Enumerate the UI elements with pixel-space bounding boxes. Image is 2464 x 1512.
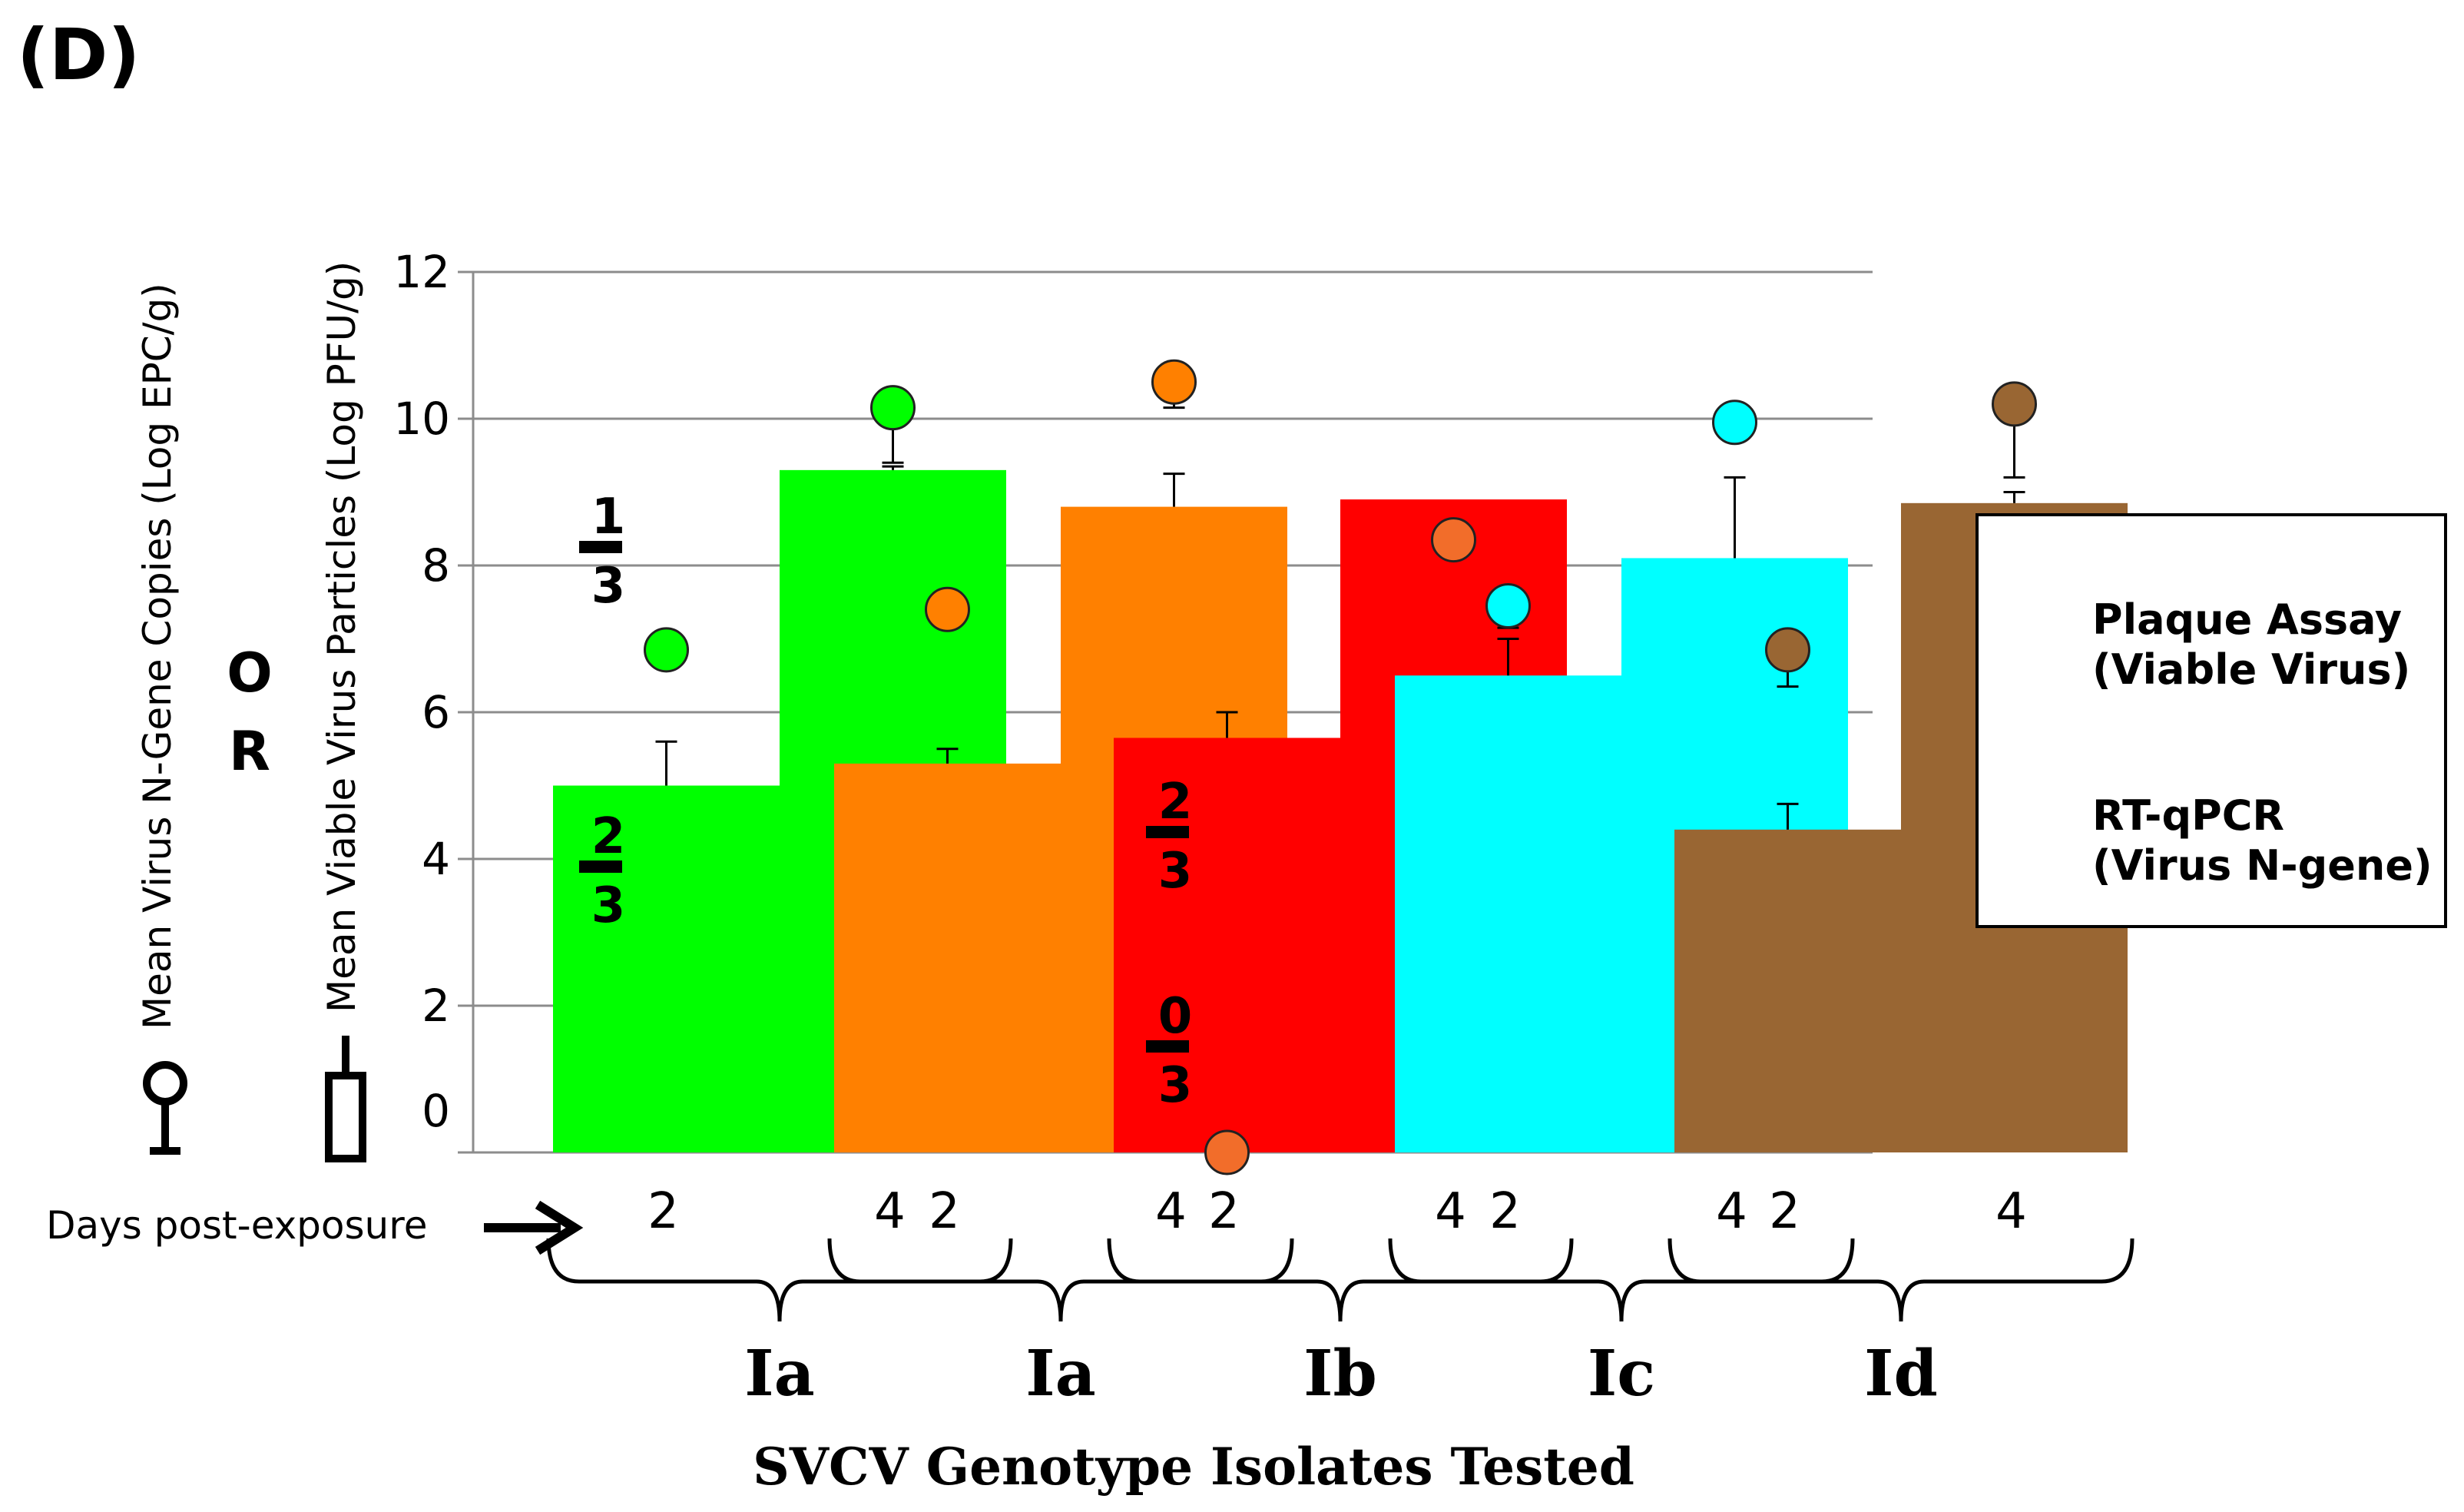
group-brace: [1668, 1238, 2134, 1322]
group-brace: [1107, 1238, 1574, 1322]
day-label: 4: [1435, 1183, 1466, 1240]
fraction-ib-day2-pcr-numerator: 0: [1158, 988, 1193, 1045]
day-label: 4: [1155, 1183, 1187, 1240]
group-brace: [827, 1238, 1294, 1322]
rt-qpcr-point: [925, 586, 970, 632]
genotype-label: Ia: [744, 1337, 815, 1411]
fraction-ib-day2-pcr-denominator: 3: [1158, 1057, 1193, 1114]
day-label: 4: [1716, 1183, 1747, 1240]
rt-qpcr-point: [1431, 517, 1476, 563]
x-axis-title: SVCV Genotype Isolates Tested: [753, 1437, 1634, 1497]
y-tick-label: 12: [393, 246, 450, 298]
y-tick-label: 8: [422, 539, 450, 592]
rt-qpcr-point: [1151, 359, 1197, 405]
panel-label: (D): [17, 14, 141, 96]
y-axis-title-pfu: Mean Viable Virus Particles (Log PFU/g): [320, 261, 364, 1013]
genotype-label: Ic: [1588, 1337, 1655, 1411]
fraction-ib-day2-numerator: 2: [1158, 774, 1193, 831]
plaque-assay-symbol-icon: [325, 1072, 366, 1162]
bar: [834, 763, 1061, 1152]
y-tick-label: 4: [422, 833, 450, 885]
fraction-ia-day2-numerator: 2: [591, 808, 626, 865]
day-label: 2: [1769, 1183, 1800, 1240]
y-tick-label: 10: [393, 393, 450, 445]
rt-qpcr-point: [1765, 627, 1810, 673]
legend-pcr-line2: (Virus N-gene): [2092, 841, 2433, 890]
y-axis-title-epc: Mean Virus N-Gene Copies (Log EPC/g): [135, 283, 180, 1030]
rt-qpcr-point: [1712, 400, 1757, 446]
or-letter-o: O: [227, 642, 273, 705]
legend-plaque-line1: Plaque Assay: [2092, 595, 2403, 644]
rt-qpcr-point: [1485, 583, 1531, 629]
rt-qpcr-point: [644, 627, 689, 673]
y-tick-label: 2: [422, 980, 450, 1032]
fraction-ib-day2-denominator: 3: [1158, 843, 1193, 900]
fraction-ia-day2-pcr-denominator: 3: [591, 558, 626, 615]
legend-plaque-line2: (Viable Virus): [2092, 645, 2411, 694]
fraction-ia-day2-pcr-bar: [579, 541, 622, 553]
bar: [1674, 829, 1901, 1152]
rt-qpcr-point: [1204, 1129, 1250, 1175]
bar: [1395, 675, 1621, 1152]
day-label: 4: [1995, 1183, 2027, 1240]
group-brace: [546, 1238, 1013, 1322]
genotype-label: Ib: [1303, 1337, 1377, 1411]
bar: [1114, 738, 1340, 1152]
arrow-icon: [535, 1200, 584, 1255]
day-label: 2: [1489, 1183, 1521, 1240]
fraction-ib-day2-pcr-bar: [1146, 1040, 1189, 1053]
fraction-ib-day2-bar: [1146, 826, 1189, 838]
genotype-label: Id: [1864, 1337, 1938, 1411]
rt-qpcr-point: [1992, 381, 2037, 427]
day-label: 2: [1208, 1183, 1240, 1240]
legend: [1976, 513, 2447, 928]
y-tick-label: 0: [422, 1085, 450, 1137]
day-label: 4: [874, 1183, 906, 1240]
rt-qpcr-point: [870, 385, 916, 431]
rt-qpcr-symbol-icon: [143, 1061, 187, 1106]
day-label: 2: [929, 1183, 960, 1240]
y-tick-label: 6: [422, 686, 450, 738]
fraction-ia-day2-denominator: 3: [591, 877, 626, 934]
genotype-label: Ia: [1025, 1337, 1096, 1411]
fraction-ia-day2-bar: [579, 860, 622, 873]
day-label: 2: [647, 1183, 679, 1240]
fraction-ia-day2-pcr-numerator: 1: [591, 489, 626, 545]
days-label: Days post-exposure: [46, 1203, 427, 1248]
group-brace: [1388, 1238, 1855, 1322]
or-letter-r: R: [229, 720, 270, 783]
bar: [553, 785, 780, 1152]
legend-pcr-line1: RT-qPCR: [2092, 791, 2284, 840]
